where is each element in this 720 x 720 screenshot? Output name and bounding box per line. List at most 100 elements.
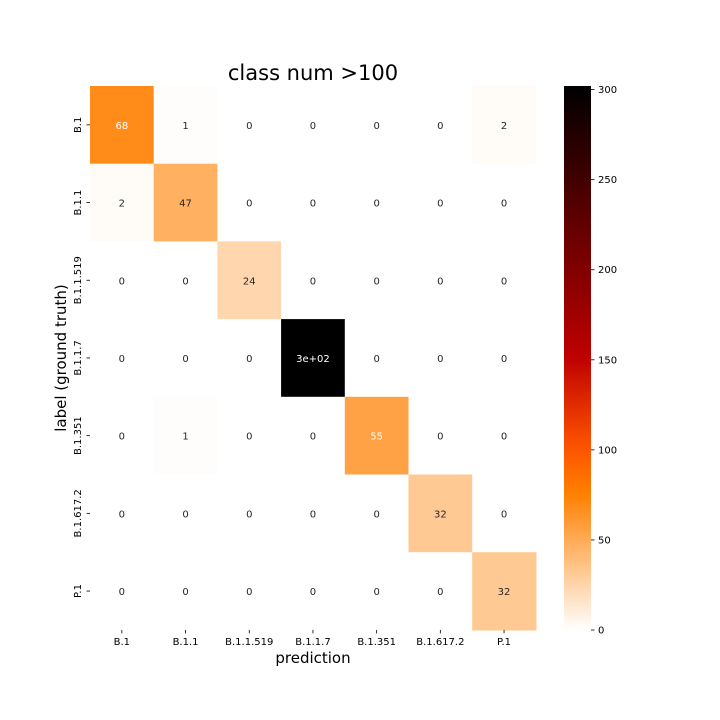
colorbar-ticks: 0 50 100 150 200 250 300 [591,85,617,637]
heatmap-cell [408,86,473,165]
cell-annotation: 0 [119,509,125,520]
heatmap-cell [281,241,346,320]
cell-annotation: 0 [310,587,316,598]
cell-annotation: 0 [373,199,379,210]
x-tick-label: B.1.617.2 [416,637,464,648]
heatmap-cell [217,474,282,553]
cell-annotation: 0 [437,587,443,598]
heatmap-cell [344,319,410,398]
heatmap-cell [281,396,346,476]
heatmap-cell [90,319,155,398]
cell-annotations: 68 1 0 0 0 0 2 2 47 0 0 0 0 0 0 0 24 0 0 0 0 0 0 0 3e+02 0 0 0 0 1 0 0 5… [115,121,510,598]
heatmap-cell [217,396,282,476]
heatmap-cell [217,163,282,242]
colorbar [564,86,591,630]
heatmap-cell [408,552,473,631]
cell-annotation: 0 [246,587,252,598]
heatmap-cell [472,474,537,553]
cell-annotation: 0 [119,587,125,598]
cell-annotation: 0 [119,432,125,443]
heatmap-cell [408,319,473,398]
heatmap-cell [472,396,537,476]
cell-annotation: 2 [501,121,507,132]
heatmap-cell [472,552,537,631]
y-tick-label: B.1 [73,117,84,133]
cell-annotation: 0 [310,432,316,443]
heatmap-cell [90,474,155,553]
heatmap-cell [217,319,282,398]
cell-annotation: 0 [182,354,188,365]
heatmap-cell [472,163,537,242]
cell-annotation: 0 [501,354,507,365]
y-tick-label: B.1.1.7 [73,340,84,375]
y-tick-label: P.1 [73,584,84,598]
cell-annotation: 1 [182,432,188,443]
cell-annotation: 0 [119,276,125,287]
heatmap-cell [344,241,410,320]
heatmap-cell [90,86,155,165]
heatmap-cell [281,163,346,242]
heatmap-cells [90,86,537,631]
colorbar-tick-label: 50 [598,535,611,546]
cell-annotation: 0 [437,199,443,210]
heatmap-cell [90,163,155,242]
cell-annotation: 68 [115,121,128,132]
x-tick-label: B.1.351 [357,637,396,648]
heatmap-cell [344,474,410,553]
x-tick-label: B.1.1 [173,637,199,648]
colorbar-tick-label: 250 [598,175,617,186]
y-tick-labels: B.1 B.1.1 B.1.1.519 B.1.1.7 B.1.351 B.1.617.2… [73,117,90,598]
cell-annotation: 0 [373,121,379,132]
heatmap-cell [153,552,218,631]
heatmap-cell [408,474,473,553]
heatmap-cell [344,396,410,476]
heatmap-cell [281,474,346,553]
heatmap-cell [472,241,537,320]
cell-annotation: 0 [373,276,379,287]
cell-annotation: 0 [373,509,379,520]
x-tick-label: B.1.1.519 [225,637,273,648]
heatmap-cell [153,474,218,553]
cell-annotation: 0 [501,276,507,287]
colorbar-tick-label: 200 [598,265,617,276]
cell-annotation: 0 [501,509,507,520]
cell-annotation: 3e+02 [296,354,330,365]
heatmap-cell [408,396,473,476]
cell-annotation: 0 [246,121,252,132]
colorbar-tick-label: 300 [598,85,617,96]
cell-annotation: 0 [119,354,125,365]
cell-annotation: 0 [501,199,507,210]
heatmap-cell [281,319,346,398]
colorbar-tick-label: 100 [598,445,617,456]
cell-annotation: 24 [243,276,256,287]
heatmap-cell [153,163,218,242]
cell-annotation: 55 [370,432,383,443]
colorbar-tick-label: 0 [598,626,604,637]
heatmap-cell [153,86,218,165]
x-tick-label: B.1 [114,637,130,648]
x-axis-label: prediction [275,649,350,667]
heatmap-cell [153,319,218,398]
heatmap-cell [344,86,410,165]
heatmap-cell [153,241,218,320]
cell-annotation: 0 [246,354,252,365]
heatmap-cell [217,552,282,631]
x-tick-label: P.1 [497,637,511,648]
heatmap-cell [472,319,537,398]
y-tick-label: B.1.351 [73,416,84,455]
cell-annotation: 0 [437,276,443,287]
cell-annotation: 0 [373,587,379,598]
heatmap-cell [344,163,410,242]
y-tick-label: B.1.617.2 [73,489,84,537]
heatmap-cell [90,552,155,631]
heatmap-cell [408,241,473,320]
cell-annotation: 0 [310,509,316,520]
heatmap-cell [90,241,155,320]
colorbar-tick-label: 150 [598,355,617,366]
heatmap-cell [217,241,282,320]
y-tick-label: B.1.1 [73,190,84,216]
cell-annotation: 0 [182,509,188,520]
cell-annotation: 0 [437,121,443,132]
cell-annotation: 0 [246,432,252,443]
cell-annotation: 32 [434,509,447,520]
